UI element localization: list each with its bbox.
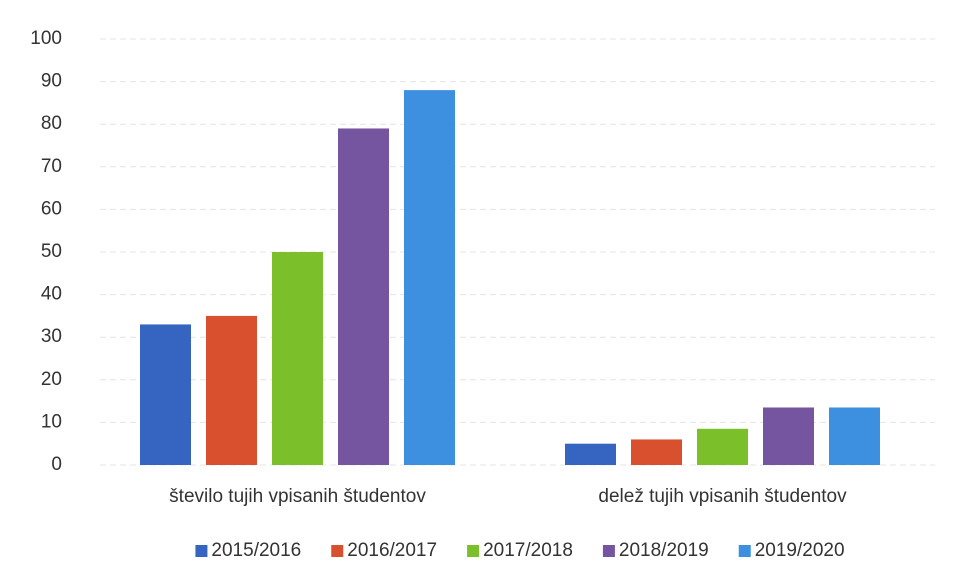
y-tick-label: 20 — [41, 369, 62, 390]
y-tick-label: 60 — [41, 198, 62, 219]
y-tick-label: 100 — [30, 28, 62, 49]
bar — [404, 90, 455, 466]
y-tick-label: 30 — [41, 326, 62, 347]
x-tick-label: delež tujih vpisanih študentov — [598, 486, 847, 507]
legend-swatch — [331, 545, 344, 557]
legend-label: 2017/2018 — [483, 540, 573, 561]
bar — [338, 128, 389, 465]
bar — [697, 428, 748, 465]
legend-swatch — [467, 545, 480, 557]
bar — [565, 443, 616, 465]
legend-label: 2016/2017 — [347, 540, 437, 561]
y-tick-label: 80 — [41, 113, 62, 134]
legend-swatch — [738, 545, 751, 557]
y-tick-label: 10 — [41, 411, 62, 432]
bar — [763, 407, 814, 465]
y-tick-label: 90 — [41, 71, 62, 92]
y-tick-label: 50 — [41, 241, 62, 262]
bar — [206, 315, 257, 465]
x-tick-label: število tujih vpisanih študentov — [169, 486, 426, 507]
legend-label: 2018/2019 — [619, 540, 709, 561]
bar — [272, 252, 323, 465]
bar — [829, 407, 880, 465]
y-tick-label: 40 — [41, 284, 62, 305]
legend-swatch — [602, 545, 615, 557]
y-tick-label: 0 — [51, 454, 62, 475]
bar — [631, 439, 682, 465]
legend-label: 2019/2020 — [755, 540, 845, 561]
legend-swatch — [195, 545, 208, 557]
bar — [140, 324, 191, 465]
y-tick-label: 70 — [41, 156, 62, 177]
legend-label: 2015/2016 — [211, 540, 301, 561]
